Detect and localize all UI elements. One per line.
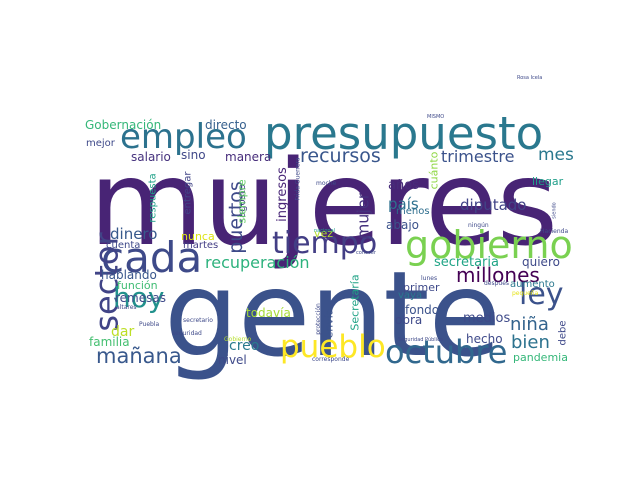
word-entregar: entregar — [182, 171, 194, 215]
word-rosa-icela: Rosa Icela — [517, 75, 543, 81]
word-presupuesto: presupuesto — [264, 107, 544, 160]
word-mujeres: mujeres — [89, 134, 558, 272]
word-gente: gente — [164, 245, 501, 383]
word-salario: salario — [131, 150, 171, 164]
word-pequena: pequeña — [512, 290, 539, 297]
word-octubre: octubre — [385, 333, 508, 371]
word-pandemia: pandemia — [513, 351, 568, 364]
word-siempre: siempre — [235, 179, 249, 224]
word-manana: mañana — [96, 344, 182, 368]
word-secretaria-2: Secretaría — [348, 274, 362, 331]
word-proteccion: protección — [314, 303, 322, 335]
word-menos: menos — [396, 206, 430, 217]
word-respuesta: respuesta — [147, 173, 159, 223]
word-corresponde: corresponde — [312, 356, 350, 363]
word-puebla: Puebla — [139, 321, 160, 328]
word-pueblo: pueblo — [280, 329, 386, 365]
word-manera: manera — [225, 150, 272, 164]
word-ningun: ningún — [468, 222, 489, 229]
word-cada: cada — [101, 233, 203, 282]
word-diputado: diputado — [460, 196, 527, 214]
word-gobierno: gobierno — [405, 223, 573, 267]
word-trimestre: trimestre — [441, 147, 515, 166]
word-vaya: vaya — [398, 290, 423, 301]
word-siendo: siendo — [551, 202, 558, 219]
word-hablando: hablando — [101, 268, 157, 282]
word-empleo: empleo — [120, 117, 247, 157]
word-mejor: mejor — [86, 138, 115, 149]
word-millones: millones — [456, 263, 540, 287]
word-sino: sino — [181, 148, 206, 162]
word-llegar: llegar — [532, 175, 564, 188]
word-creo: creo — [229, 338, 260, 354]
word-envia: envía — [322, 308, 336, 339]
word-lunes: lunes — [421, 275, 438, 282]
word-mismo: MISMO — [427, 114, 445, 120]
word-debe: debe — [557, 320, 569, 346]
word-mujer: mujer — [353, 192, 373, 240]
word-directo: directo — [205, 118, 247, 132]
word-recursos: recursos — [300, 145, 381, 167]
word-cloud-background — [80, 113, 574, 366]
word-ingresos: ingresos — [274, 167, 290, 222]
word-gobernacion: Gobernación — [85, 118, 162, 132]
word-hecho: hecho — [466, 332, 503, 346]
word-todavia: todavía — [246, 306, 291, 320]
word-obra: obra — [395, 313, 423, 327]
word-funcion: función — [117, 279, 158, 292]
word-altares: altares — [116, 304, 137, 311]
word-ley: ley — [519, 277, 564, 312]
word-aumento: aumento — [510, 279, 555, 290]
word-nunca: nunca — [181, 230, 215, 243]
word-secretaria: secretaria — [434, 255, 499, 270]
word-hacienda: Hacienda — [540, 228, 569, 235]
word-tiempo: tiempo — [272, 226, 378, 261]
word-gobierno-2: Gobierno — [224, 336, 252, 343]
word-remesas: remesas — [115, 291, 166, 305]
word-seguridad-publica: Seguridad Pública — [398, 337, 443, 343]
word-despues: después — [484, 280, 510, 287]
word-secretario: secretario — [183, 317, 213, 324]
word-medios: medios — [463, 311, 511, 326]
word-bien: bien — [511, 332, 550, 353]
word-familia: familia — [89, 335, 130, 349]
word-dar: dar — [111, 324, 135, 340]
word-cuanto: cuánto — [427, 151, 441, 190]
word-mes: mes — [538, 145, 574, 165]
word-cuenta: cuenta — [106, 240, 141, 251]
word-dinero: dinero — [110, 225, 158, 243]
word-pais: país — [388, 195, 419, 213]
word-recuperacion: recuperación — [205, 253, 310, 272]
word-conocer: conocer — [356, 250, 376, 256]
word-moche: moche — [316, 180, 337, 187]
word-quiero: quiero — [522, 255, 560, 269]
word-nacional: nacional — [314, 228, 336, 234]
word-seguridad: seguridad — [172, 330, 202, 337]
word-frida-guerrera: Frida Guerrera — [294, 157, 302, 201]
word-fondo: fondo — [405, 303, 440, 317]
word-abajo: abajo — [386, 218, 419, 232]
word-anos: años — [388, 178, 419, 193]
word-nina: niña — [510, 314, 549, 335]
word-primer: primer — [403, 281, 440, 294]
word-hoy: hoy — [113, 281, 165, 314]
word-vez: vez — [314, 227, 334, 240]
word-nivel: nivel — [218, 353, 247, 367]
word-martes: martes — [183, 240, 219, 251]
